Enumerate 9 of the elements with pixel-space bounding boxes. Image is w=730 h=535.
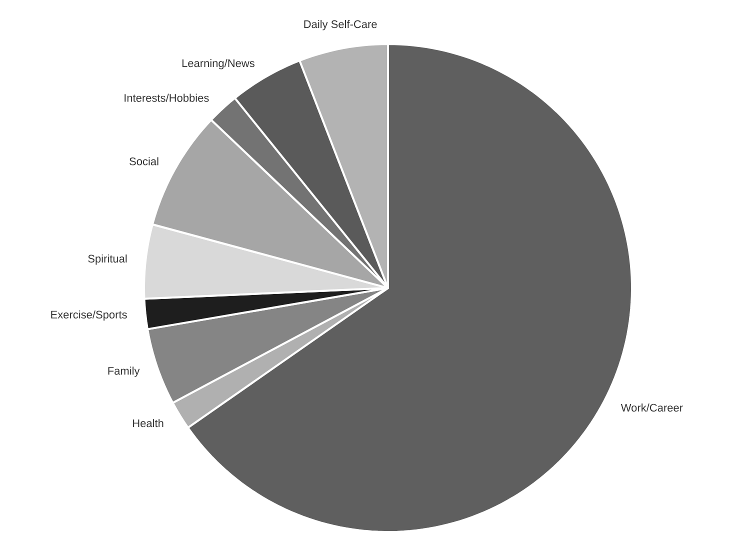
slice-label: Health [133,419,164,428]
slice-label: Exercise/Sports [51,310,127,321]
slice-label: Spiritual [88,254,127,265]
slice-label: Interests/Hobbies [124,94,209,102]
slice-label: Social [130,157,158,166]
slice-label: Learning/News [182,59,254,70]
slice-label: Family [108,366,140,377]
slice-label: Work/Career [620,404,683,412]
slice-label: Daily Self-Care [304,20,377,30]
